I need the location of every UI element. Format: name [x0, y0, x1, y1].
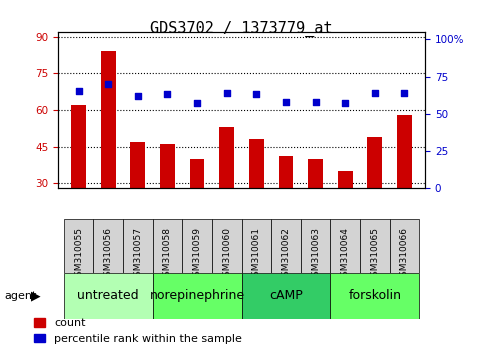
FancyBboxPatch shape — [64, 273, 153, 319]
Bar — [279, 156, 293, 257]
FancyBboxPatch shape — [182, 219, 212, 273]
Text: GSM310061: GSM310061 — [252, 227, 261, 282]
Text: GSM310064: GSM310064 — [341, 227, 350, 282]
Text: agent: agent — [5, 291, 37, 301]
FancyBboxPatch shape — [271, 219, 301, 273]
FancyBboxPatch shape — [153, 273, 242, 319]
Point — [75, 88, 83, 94]
Point — [371, 90, 379, 96]
Point — [134, 93, 142, 99]
Point — [282, 99, 290, 105]
Text: GDS3702 / 1373779_at: GDS3702 / 1373779_at — [150, 21, 333, 38]
Text: GSM310060: GSM310060 — [222, 227, 231, 282]
FancyBboxPatch shape — [212, 219, 242, 273]
Text: ▶: ▶ — [31, 289, 41, 302]
Bar — [190, 159, 204, 257]
Text: GSM310062: GSM310062 — [282, 227, 290, 282]
Bar — [160, 144, 175, 257]
Point — [253, 92, 260, 97]
FancyBboxPatch shape — [64, 219, 94, 273]
FancyBboxPatch shape — [330, 273, 419, 319]
FancyBboxPatch shape — [94, 219, 123, 273]
Point — [164, 92, 171, 97]
Legend: count, percentile rank within the sample: count, percentile rank within the sample — [30, 314, 246, 348]
Point — [223, 90, 230, 96]
FancyBboxPatch shape — [360, 219, 389, 273]
Text: norepinephrine: norepinephrine — [150, 289, 245, 302]
Text: GSM310058: GSM310058 — [163, 227, 172, 282]
Text: GSM310056: GSM310056 — [104, 227, 113, 282]
FancyBboxPatch shape — [301, 219, 330, 273]
FancyBboxPatch shape — [123, 219, 153, 273]
Point — [400, 90, 408, 96]
Text: GSM310065: GSM310065 — [370, 227, 379, 282]
Bar — [219, 127, 234, 257]
Text: GSM310057: GSM310057 — [133, 227, 142, 282]
Text: cAMP: cAMP — [269, 289, 303, 302]
Text: forskolin: forskolin — [348, 289, 401, 302]
Text: GSM310059: GSM310059 — [193, 227, 201, 282]
FancyBboxPatch shape — [153, 219, 182, 273]
Text: GSM310063: GSM310063 — [311, 227, 320, 282]
FancyBboxPatch shape — [242, 219, 271, 273]
Point — [312, 99, 319, 105]
Bar — [308, 159, 323, 257]
Text: GSM310055: GSM310055 — [74, 227, 83, 282]
FancyBboxPatch shape — [242, 273, 330, 319]
Point — [341, 101, 349, 106]
Bar — [367, 137, 382, 257]
Bar — [249, 139, 264, 257]
Bar — [71, 105, 86, 257]
Text: untreated: untreated — [77, 289, 139, 302]
FancyBboxPatch shape — [330, 219, 360, 273]
FancyBboxPatch shape — [389, 219, 419, 273]
Bar — [338, 171, 353, 257]
Point — [193, 101, 201, 106]
Text: GSM310066: GSM310066 — [400, 227, 409, 282]
Bar — [130, 142, 145, 257]
Bar — [397, 115, 412, 257]
Bar — [101, 51, 116, 257]
Point — [104, 81, 112, 87]
